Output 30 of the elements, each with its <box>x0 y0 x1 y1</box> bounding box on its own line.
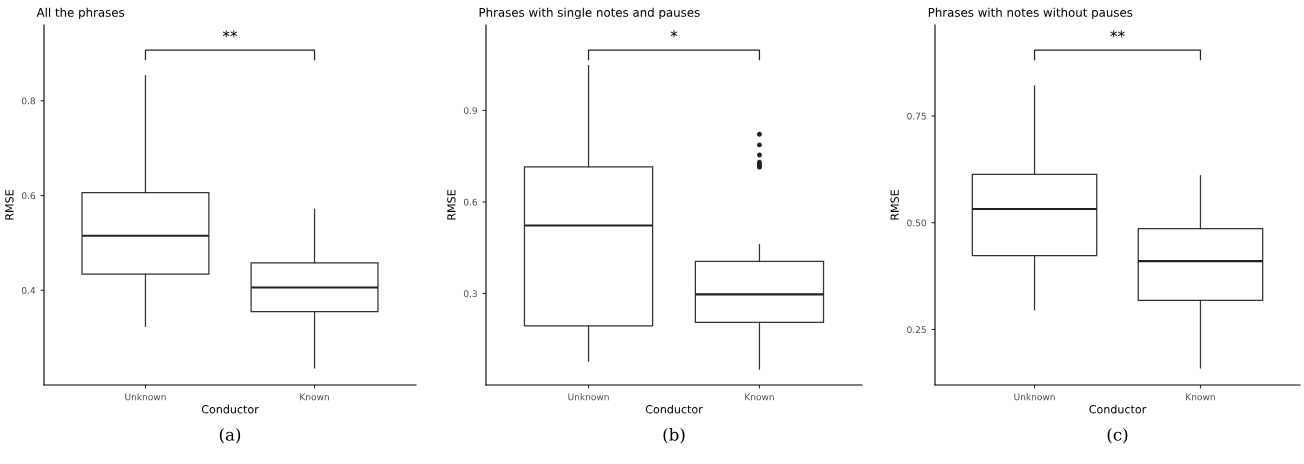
chart-title: Phrases with single notes and pauses <box>479 7 700 20</box>
x-tick-label: Unknown <box>568 393 609 401</box>
x-axis-title: Conductor <box>1089 404 1147 414</box>
y-tick-label: 0.50 <box>907 219 927 227</box>
y-tick-label: 0.8 <box>21 97 36 105</box>
chart-title: All the phrases <box>36 7 125 20</box>
annotation: ** <box>1110 30 1125 38</box>
text: (a) <box>219 427 241 444</box>
annotation: * <box>670 30 678 38</box>
y-tick-label: 0.6 <box>21 192 36 200</box>
y-tick-label: 0.4 <box>21 286 36 294</box>
text: (c) <box>1107 427 1128 444</box>
y-axis-title: RMSE <box>5 190 14 220</box>
x-axis-title: Conductor <box>645 404 703 414</box>
x-tick-label: Unknown <box>1014 393 1055 401</box>
y-tick-label: 0.25 <box>907 326 926 334</box>
x-tick-label: Known <box>745 393 774 401</box>
chart-title: Phrases with notes without pauses <box>928 7 1133 20</box>
text: (b) <box>663 427 685 444</box>
y-axis-title: RMSE <box>890 190 899 220</box>
x-tick-label: Unknown <box>125 393 166 401</box>
annotation: ** <box>222 30 238 38</box>
y-tick-label: 0.75 <box>907 112 926 120</box>
y-axis-title: RMSE <box>447 190 456 220</box>
y-tick-label: 0.6 <box>463 198 478 206</box>
x-tick-label: Known <box>1186 393 1215 401</box>
y-tick-label: 0.9 <box>463 107 478 114</box>
x-tick-label: Known <box>300 393 329 401</box>
y-tick-label: 0.3 <box>463 290 477 298</box>
x-axis-title: Conductor <box>201 404 259 414</box>
